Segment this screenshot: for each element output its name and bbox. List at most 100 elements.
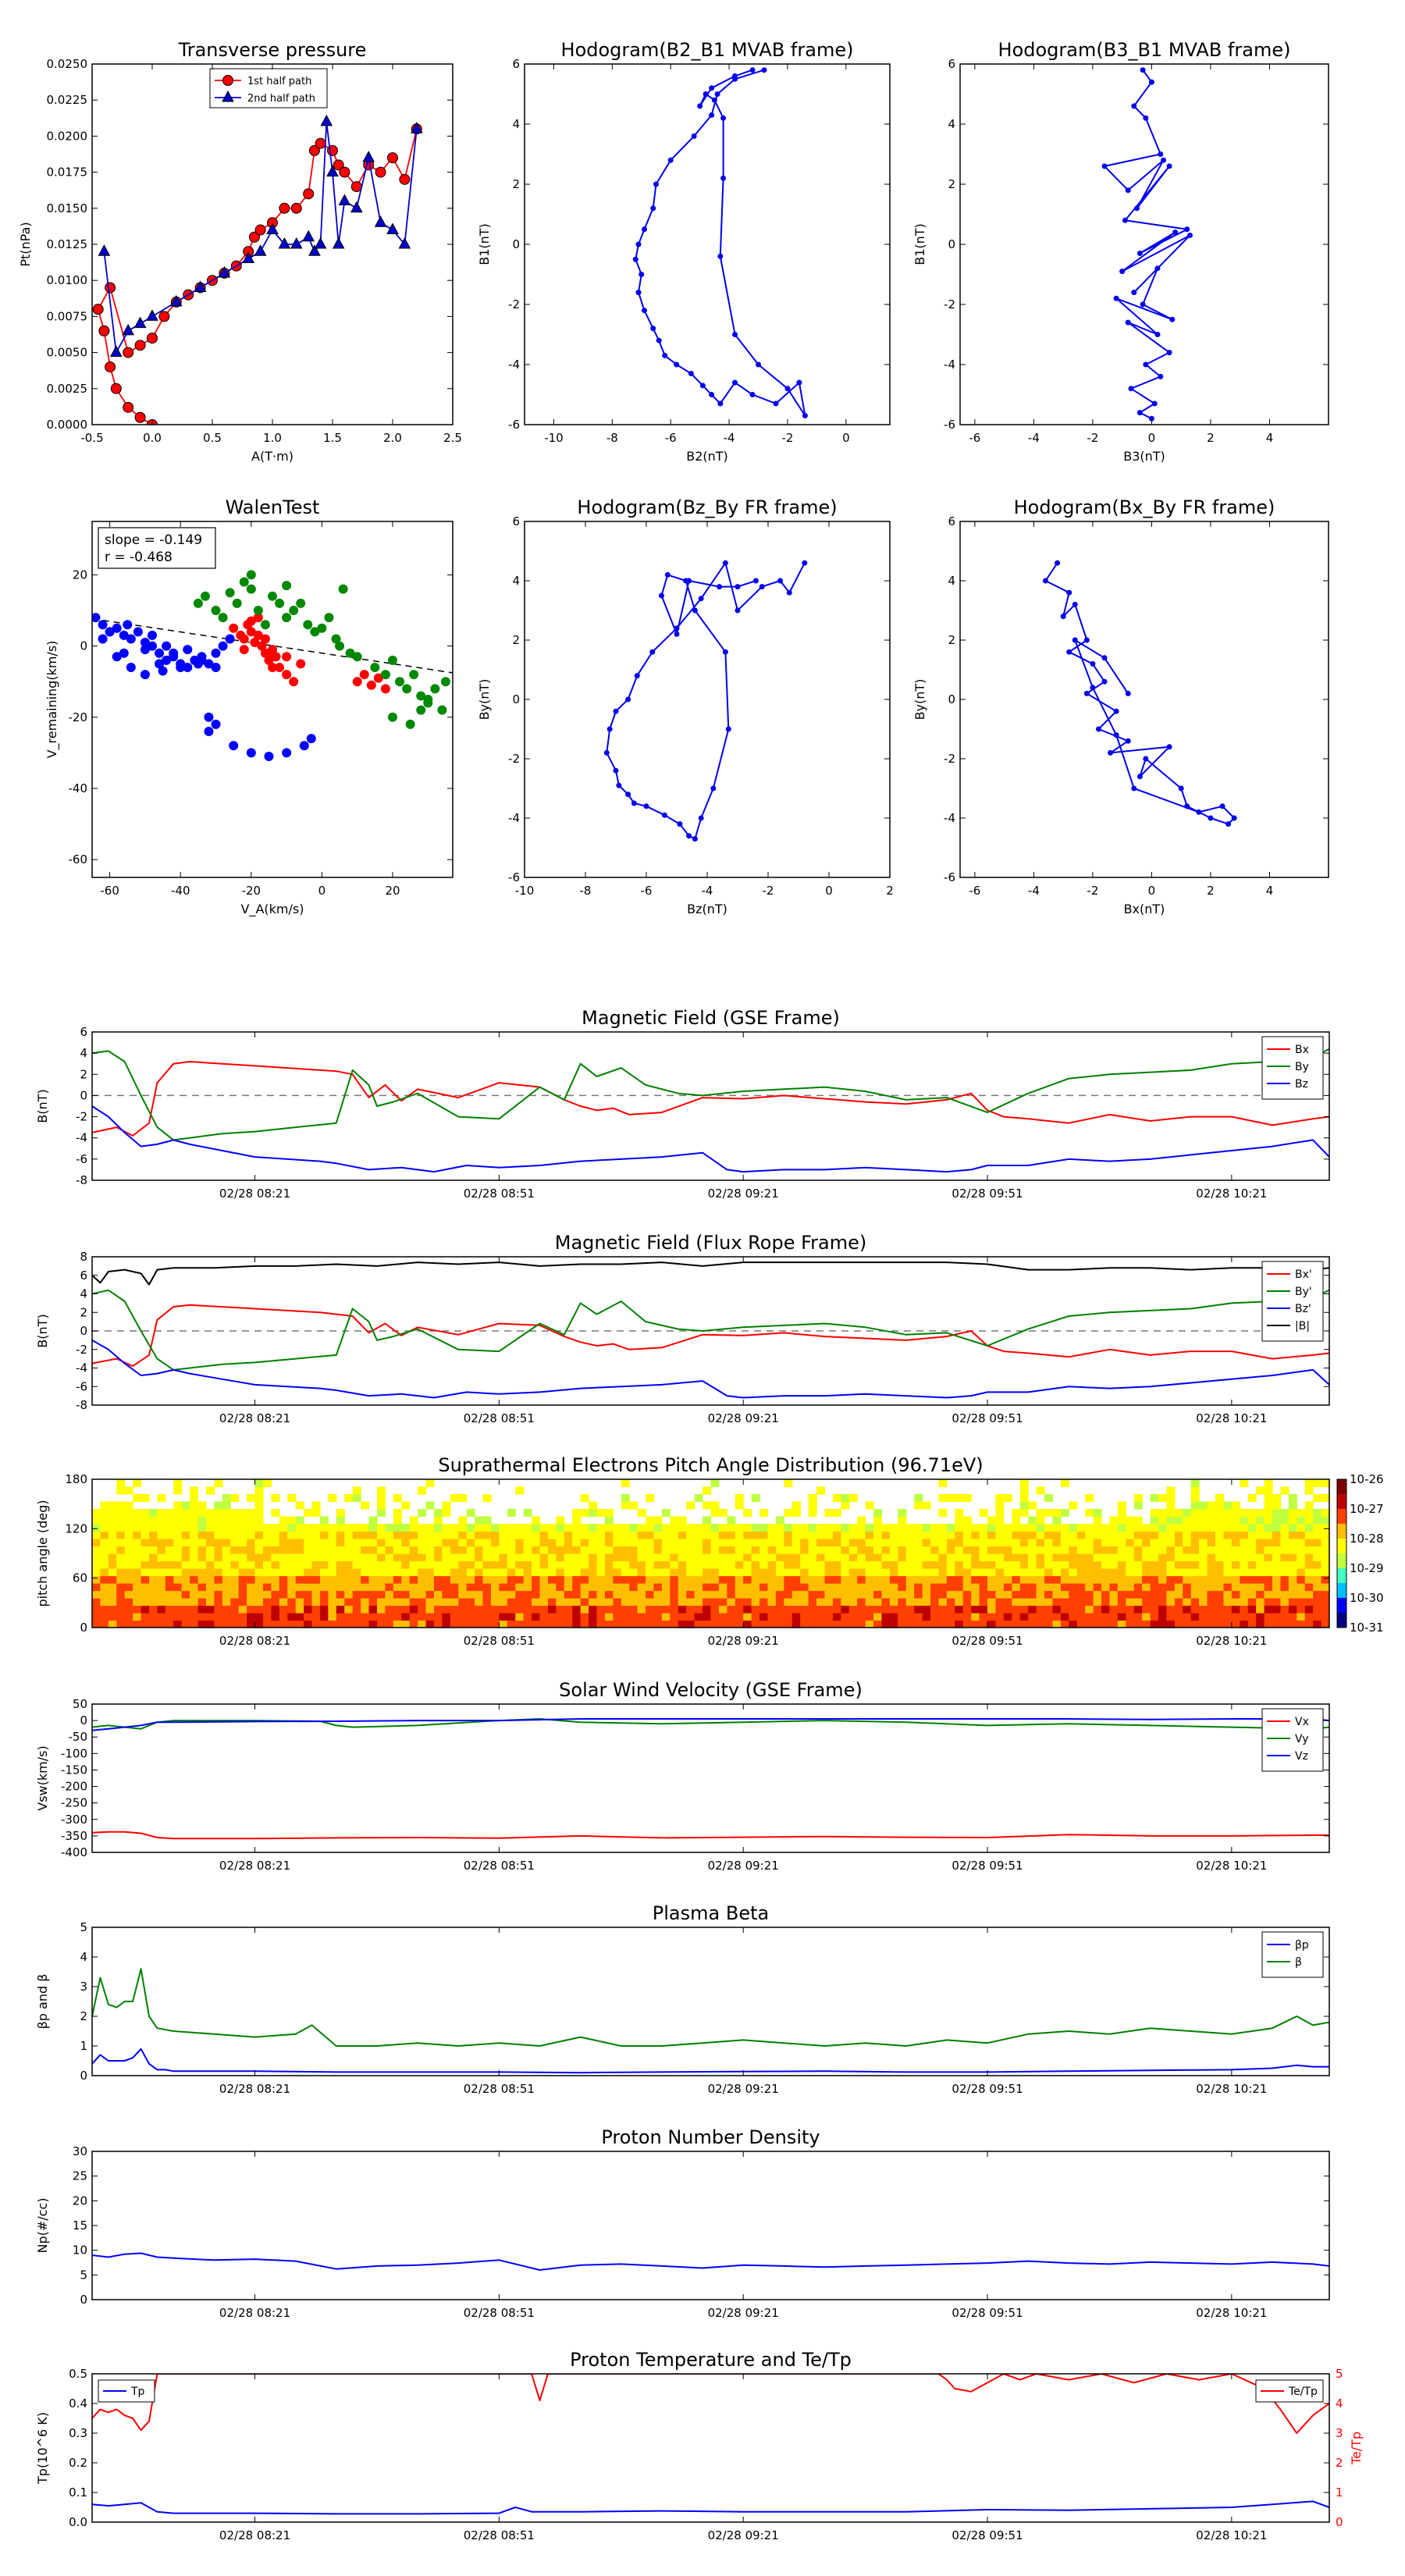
pad-cell (287, 1575, 297, 1584)
pad-cell (848, 1598, 858, 1606)
pad-cell (678, 1553, 687, 1562)
pad-cell (1199, 1553, 1208, 1562)
pad-cell (889, 1553, 898, 1562)
pad-cell (889, 1598, 898, 1606)
pad-cell (205, 1546, 215, 1554)
pad-cell (938, 1479, 948, 1488)
pad-cell (425, 1539, 435, 1547)
legend-label: 2nd half path (247, 93, 315, 105)
pad-cell (344, 1531, 354, 1539)
pad-cell (1280, 1531, 1289, 1539)
pad-cell (905, 1583, 915, 1592)
pad-cell (279, 1620, 288, 1628)
pad-cell (759, 1620, 769, 1628)
pad-cell (1256, 1568, 1265, 1577)
transverse-ytick-label: 0.0025 (47, 382, 88, 396)
walen-data (92, 570, 453, 761)
pad-cell (637, 1524, 646, 1532)
hodo_mvab_b2b1-series-point (699, 382, 706, 389)
hodo_mvab_b3b1-ytick-label: 2 (948, 177, 955, 191)
pad-cell (92, 1546, 101, 1554)
pad-cell (1158, 1605, 1168, 1614)
pad-cell (262, 1598, 272, 1606)
pad-cell (621, 1501, 630, 1510)
pad-cell (1069, 1583, 1078, 1592)
pad-cell (914, 1531, 923, 1539)
pad-cell (686, 1546, 695, 1554)
pad-cell (800, 1568, 809, 1577)
tp-ytick-label: 0.5 (69, 2367, 87, 2381)
pad-cell (1109, 1568, 1119, 1577)
pad-colorbar-frame (1336, 1478, 1347, 1628)
pad-cell (1223, 1605, 1232, 1614)
pad-cell (181, 1620, 190, 1628)
pad-cell (507, 1575, 516, 1584)
pad-cell (304, 1560, 313, 1569)
pad-cell (1256, 1539, 1265, 1547)
pad-cell (328, 1583, 337, 1592)
pad-cell (1313, 1524, 1322, 1532)
pad-cell (385, 1590, 394, 1599)
pad-cell (727, 1539, 736, 1547)
walen-point (229, 741, 239, 751)
pad-cell (1019, 1509, 1029, 1517)
pad-cell (898, 1575, 907, 1584)
pad-cell (393, 1560, 402, 1569)
pad-cell (743, 1560, 752, 1569)
pad-cell (1093, 1546, 1102, 1554)
pad-cell (1044, 1613, 1054, 1621)
pad-cell (564, 1546, 573, 1554)
transverse-ytick-label: 0.0150 (47, 201, 88, 215)
pad-cell (589, 1605, 598, 1614)
pad-cell (1174, 1598, 1183, 1606)
transverse-xtick-label: -0.5 (80, 431, 103, 445)
pad-cell (140, 1494, 150, 1503)
pad-cell (775, 1583, 784, 1592)
pad-cell (930, 1524, 940, 1532)
pad-cell (433, 1620, 443, 1628)
pad-cell (173, 1568, 183, 1577)
pad-cell (955, 1560, 964, 1569)
pad-cell (515, 1546, 525, 1554)
pad-cell (1069, 1546, 1078, 1554)
pad-cell (532, 1620, 541, 1628)
pad-cell (344, 1613, 354, 1621)
pad-cell (450, 1583, 459, 1592)
pad-cell (1247, 1531, 1257, 1539)
pad-cell (661, 1524, 670, 1532)
pad-cell (482, 1583, 492, 1592)
pad-cell (1060, 1598, 1069, 1606)
pad-cell (1003, 1560, 1012, 1569)
pad-cell (646, 1546, 655, 1554)
pad-cell (222, 1598, 231, 1606)
mag_gse-ytick-label: -4 (76, 1131, 87, 1145)
pad-cell (637, 1613, 646, 1621)
pad-cell (848, 1575, 858, 1584)
pad-cell (661, 1560, 670, 1569)
pad-cell (181, 1509, 190, 1517)
pad-cell (205, 1598, 215, 1606)
pad-cell (515, 1524, 525, 1532)
pad-cell (100, 1620, 109, 1628)
pad-cell (971, 1598, 980, 1606)
pad-cell (368, 1524, 378, 1532)
np-xtick-label: 02/28 08:51 (464, 2306, 535, 2320)
transverse-data (92, 114, 423, 425)
tp-xtick-label: 02/28 10:21 (1196, 2528, 1267, 2542)
mag_fr-ytick-label: -8 (76, 1398, 87, 1412)
pad-cell (710, 1546, 720, 1554)
walen-xtick-label: -40 (171, 884, 190, 898)
pad-cell (1052, 1598, 1062, 1606)
pad-cell (499, 1613, 508, 1621)
pad-cell (205, 1539, 215, 1547)
pad-cell (1240, 1516, 1249, 1525)
pad-cell (247, 1590, 256, 1599)
pad-cell (418, 1560, 427, 1569)
walen-ytick-label: 20 (73, 568, 87, 582)
pad-cell (247, 1553, 256, 1562)
walen-point (239, 577, 249, 587)
pad-cell (938, 1620, 948, 1628)
pad-cell (532, 1516, 541, 1525)
hodo_fr_bzby-series-point (717, 584, 723, 590)
pad-cell (1012, 1516, 1021, 1525)
